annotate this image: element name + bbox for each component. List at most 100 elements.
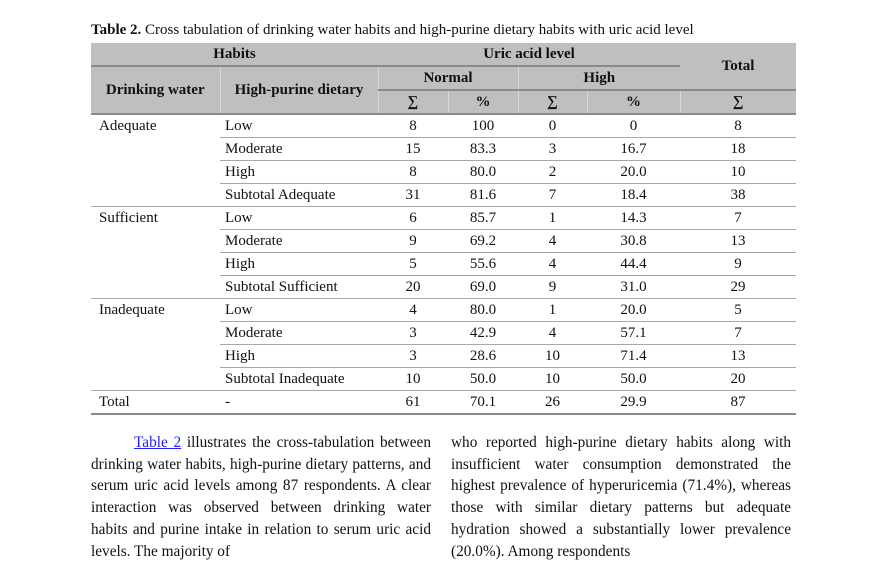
cell-high-sum: 1 [518, 298, 588, 322]
cell-drinking-water [91, 230, 220, 253]
cell-total: 13 [680, 344, 797, 368]
cell-total: 9 [680, 252, 797, 276]
cell-high-percent: 31.0 [587, 275, 681, 299]
cell-dietary: Low [220, 114, 379, 138]
header-normal: Normal [377, 66, 519, 91]
cell-normal-sum: 8 [378, 160, 449, 184]
body-text-left-column: Table 2 illustrates the cross-tabulation… [91, 432, 431, 562]
header-high: High [517, 66, 681, 91]
cell-normal-percent: 80.0 [448, 160, 519, 184]
cell-total: 18 [680, 137, 797, 161]
header-uric-acid-level: Uric acid level [378, 43, 681, 67]
cell-normal-sum: 4 [378, 298, 449, 322]
cell-normal-percent: 100 [448, 114, 519, 138]
cell-normal-sum: 5 [378, 252, 449, 276]
header-high-purine-dietary: High-purine dietary [219, 66, 379, 115]
cell-drinking-water: Sufficient [99, 210, 158, 227]
cell-dietary: Subtotal Sufficient [220, 275, 379, 299]
cell-high-percent: 20.0 [587, 298, 681, 322]
table-row: High 3 28.6 10 71.4 13 [91, 344, 797, 368]
cell-high-percent: 20.0 [587, 160, 681, 184]
cell-normal-percent: 85.7 [448, 206, 519, 230]
cell-high-percent: 71.4 [587, 344, 681, 368]
cell-normal-sum: 9 [378, 229, 449, 253]
cell-drinking-water [91, 322, 220, 345]
cell-total: 13 [680, 229, 797, 253]
cell-normal-percent: 81.6 [448, 183, 519, 207]
cell-drinking-water [91, 138, 220, 161]
cell-normal-sum: 3 [378, 321, 449, 345]
cell-normal-percent: 83.3 [448, 137, 519, 161]
cell-normal-percent: 28.6 [448, 344, 519, 368]
cell-normal-percent: 42.9 [448, 321, 519, 345]
table-row: Moderate 15 83.3 3 16.7 18 [91, 137, 797, 161]
caption-text: Cross tabulation of drinking water habit… [141, 22, 694, 38]
cell-normal-percent: 80.0 [448, 298, 519, 322]
cell-dietary: - [220, 390, 379, 415]
table-row: Subtotal Sufficient 20 69.0 9 31.0 29 [91, 275, 797, 299]
cell-high-sum: 2 [518, 160, 588, 184]
cell-drinking-water [91, 345, 220, 368]
left-paragraph: illustrates the cross-tabulation between… [91, 434, 431, 560]
table-row: High 8 80.0 2 20.0 10 [91, 160, 797, 184]
cell-dietary: Low [220, 206, 379, 230]
table-row: High 5 55.6 4 44.4 9 [91, 252, 797, 276]
caption-label: Table 2. [91, 22, 142, 38]
table-caption: Table 2. Cross tabulation of drinking wa… [91, 22, 694, 39]
cell-normal-sum: 20 [378, 275, 449, 299]
cross-tabulation-table: Habits Uric acid level Total Drinking wa… [91, 43, 797, 415]
cell-dietary: Moderate [220, 137, 379, 161]
cell-normal-percent: 50.0 [448, 367, 519, 391]
header-high-sum: ∑ [517, 90, 588, 115]
cell-drinking-water: Total [91, 390, 220, 415]
cell-drinking-water: Adequate [99, 118, 157, 135]
right-paragraph: who reported high-purine dietary habits … [451, 434, 791, 560]
cell-high-percent: 16.7 [587, 137, 681, 161]
cell-drinking-water: Inadequate [99, 302, 165, 319]
cell-total: 38 [680, 183, 797, 207]
cell-high-sum: 26 [518, 390, 588, 415]
cell-high-percent: 18.4 [587, 183, 681, 207]
cell-drinking-water [91, 183, 220, 207]
cell-normal-sum: 15 [378, 137, 449, 161]
cell-normal-sum: 8 [378, 114, 449, 138]
cell-high-sum: 10 [518, 367, 588, 391]
cell-total: 7 [680, 206, 797, 230]
cell-normal-percent: 55.6 [448, 252, 519, 276]
header-habits: Habits [91, 43, 379, 67]
cell-drinking-water [91, 275, 220, 299]
header-normal-sum: ∑ [377, 90, 449, 115]
table-row: Sufficient Low 6 85.7 1 14.3 7 [91, 206, 797, 230]
cell-normal-sum: 31 [378, 183, 449, 207]
header-total: Total [680, 43, 797, 91]
cell-dietary: Subtotal Adequate [220, 183, 379, 207]
cell-high-sum: 4 [518, 252, 588, 276]
cell-high-sum: 1 [518, 206, 588, 230]
cell-dietary: High [220, 252, 379, 276]
cell-high-percent: 50.0 [587, 367, 681, 391]
cell-normal-sum: 10 [378, 367, 449, 391]
cell-total: 8 [680, 114, 797, 138]
table-row: Moderate 9 69.2 4 30.8 13 [91, 229, 797, 253]
cell-high-sum: 9 [518, 275, 588, 299]
cell-high-sum: 3 [518, 137, 588, 161]
header-drinking-water: Drinking water [91, 66, 220, 115]
cell-normal-sum: 3 [378, 344, 449, 368]
cell-high-percent: 14.3 [587, 206, 681, 230]
table-body: Adequate Low 8 100 0 0 8 Moderate 15 83.3 3 16.7 18 H… [91, 114, 797, 415]
cell-normal-percent: 69.2 [448, 229, 519, 253]
cell-normal-percent: 70.1 [448, 390, 519, 415]
cell-normal-sum: 61 [378, 390, 449, 415]
cell-total: 7 [680, 321, 797, 345]
header-normal-percent: % [447, 90, 519, 115]
cell-total: 87 [680, 390, 797, 415]
cell-normal-percent: 69.0 [448, 275, 519, 299]
cell-dietary: Moderate [220, 321, 379, 345]
cell-dietary: High [220, 160, 379, 184]
header-total-sum: ∑ [679, 90, 797, 115]
cell-high-percent: 57.1 [587, 321, 681, 345]
cell-total: 29 [680, 275, 797, 299]
cell-high-percent: 44.4 [587, 252, 681, 276]
table-2-link[interactable]: Table 2 [134, 434, 182, 451]
cell-high-percent: 0 [587, 114, 681, 138]
